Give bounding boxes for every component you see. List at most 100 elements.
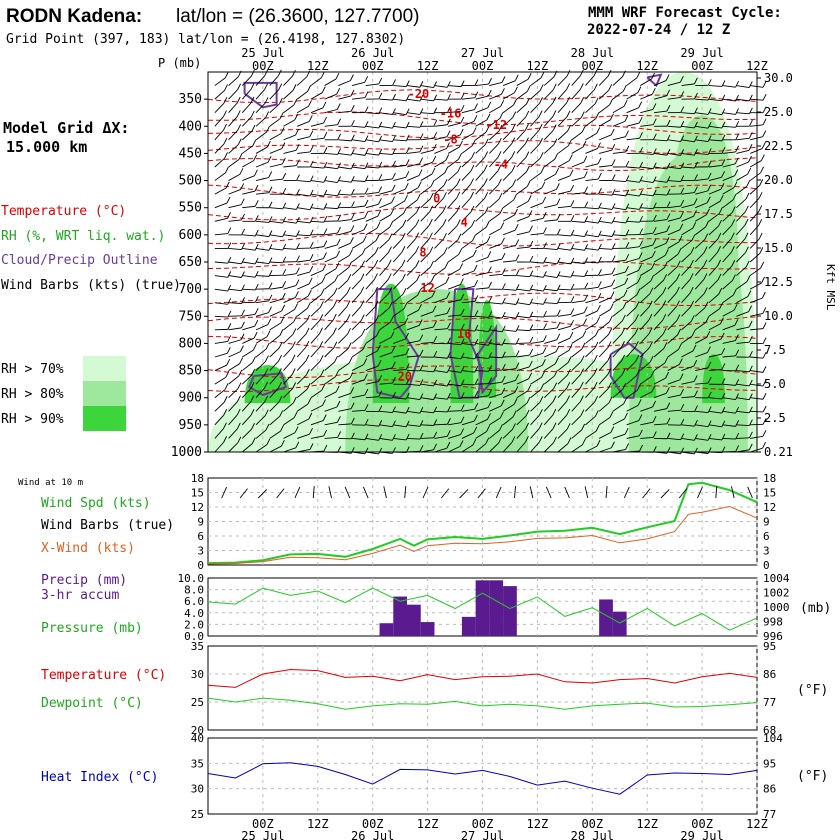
wind-barb-flag xyxy=(347,327,351,335)
temperature-contour xyxy=(207,292,758,307)
wind-barb xyxy=(475,395,489,399)
wind-barb xyxy=(708,139,722,142)
wind-barb-flag xyxy=(474,103,478,110)
heat-right-tick: 77 xyxy=(763,808,776,821)
wind-barb-flag xyxy=(748,431,753,439)
wind-barb-flag xyxy=(405,171,410,178)
wind-barb xyxy=(722,112,736,115)
wind-barb xyxy=(475,287,489,290)
wind-barb-flag xyxy=(525,151,530,158)
wind-barb-flag xyxy=(250,409,255,416)
wind-barb-flag xyxy=(223,123,227,131)
wind-barb xyxy=(269,387,279,399)
wind-barb-flag xyxy=(322,264,327,271)
wind-barb-flag xyxy=(266,330,271,337)
wind-barb-flag xyxy=(280,316,285,324)
wind-barb-flag xyxy=(447,93,451,101)
wind-barb-flag xyxy=(707,108,712,115)
wind-barb xyxy=(640,421,654,426)
wind-barb xyxy=(379,112,393,115)
wind-barb-flag xyxy=(296,243,300,250)
wind-barb-flag xyxy=(651,385,656,392)
wind-barb xyxy=(242,130,253,141)
surface-wind-barb xyxy=(564,486,570,499)
wind-barb xyxy=(255,247,269,251)
wind-barb xyxy=(653,348,665,358)
wind-barb xyxy=(461,197,471,209)
wind-barb-flag xyxy=(543,256,547,264)
wind-barb-flag xyxy=(392,434,396,441)
wind-barb-flag xyxy=(405,332,409,340)
wind-barb xyxy=(269,247,283,251)
wind-barb xyxy=(434,211,444,222)
wind-barb-flag xyxy=(511,137,516,144)
wind-barb-flag xyxy=(295,128,299,136)
wind-barb-flag xyxy=(501,268,506,275)
wind-barb-flag xyxy=(419,420,424,427)
wind-barb xyxy=(228,158,240,168)
wind-barb xyxy=(681,203,695,209)
wind-barb-flag xyxy=(240,198,245,205)
wind-barb xyxy=(324,232,338,236)
wind-barb xyxy=(420,326,434,331)
wind-barb xyxy=(214,428,224,439)
wind-barb-flag xyxy=(387,259,392,267)
wind-barb xyxy=(667,394,681,399)
wind-barb xyxy=(365,112,379,115)
wind-barb-flag xyxy=(707,376,712,384)
wind-left-tick: 12 xyxy=(191,501,204,514)
wind-barb xyxy=(406,324,420,331)
wind-right-tick: 0 xyxy=(763,559,770,572)
wind-barb-flag xyxy=(236,96,241,104)
wind-barb xyxy=(516,216,530,222)
wind-barb xyxy=(269,374,279,385)
wind-barb xyxy=(722,125,736,128)
wind-barb-flag xyxy=(295,230,300,237)
wind-barb xyxy=(694,226,706,236)
wind-barb xyxy=(571,300,585,304)
time-tick-label-bottom: 00Z xyxy=(362,817,384,831)
surface-wind-barb xyxy=(545,486,552,499)
wind-barb-flag xyxy=(278,381,282,389)
wind-barb-flag xyxy=(677,328,681,336)
wind-barb xyxy=(420,137,434,141)
f-unit-label-1: (°F) xyxy=(797,683,828,698)
wind-barb xyxy=(612,151,626,154)
wind-barb-flag xyxy=(731,219,736,226)
wind-barb xyxy=(434,172,446,181)
wind-barb-flag xyxy=(721,420,726,427)
wind-barb xyxy=(681,240,693,249)
wind-barb-flag xyxy=(419,81,424,88)
wind-barb-flag xyxy=(433,119,438,127)
wind-barb xyxy=(420,437,434,439)
wind-barb xyxy=(447,211,458,222)
wind-barb-flag xyxy=(735,81,739,88)
wind-barb xyxy=(502,185,514,195)
wind-barb-flag xyxy=(419,364,424,372)
wind-barb-flag xyxy=(556,257,561,264)
wind-barb xyxy=(434,435,448,439)
wind-barb xyxy=(503,342,517,345)
wind-barb xyxy=(393,125,407,129)
wind-barb xyxy=(351,217,365,222)
pressure-line xyxy=(207,587,758,631)
wind-barb xyxy=(255,429,267,439)
wind-barb-flag xyxy=(648,327,653,334)
wind-barb-flag xyxy=(583,171,588,178)
wind-barb xyxy=(297,220,311,224)
wind-barb xyxy=(571,261,585,265)
wind-barb xyxy=(214,389,226,399)
wind-barb xyxy=(338,254,350,263)
wind-barb-flag xyxy=(542,347,547,354)
wind-barb xyxy=(406,424,420,427)
wind-barb-flag xyxy=(419,157,423,164)
rh-region xyxy=(610,354,657,398)
wind-barb xyxy=(448,356,462,360)
wind-barb-flag xyxy=(403,302,408,310)
wind-barb xyxy=(695,112,709,115)
wind-barb xyxy=(448,134,461,141)
wind-barb xyxy=(379,239,390,249)
pressure-tick-label: 550 xyxy=(179,201,202,216)
wind-barb-flag xyxy=(226,196,231,204)
wind-barb-flag xyxy=(254,200,259,207)
